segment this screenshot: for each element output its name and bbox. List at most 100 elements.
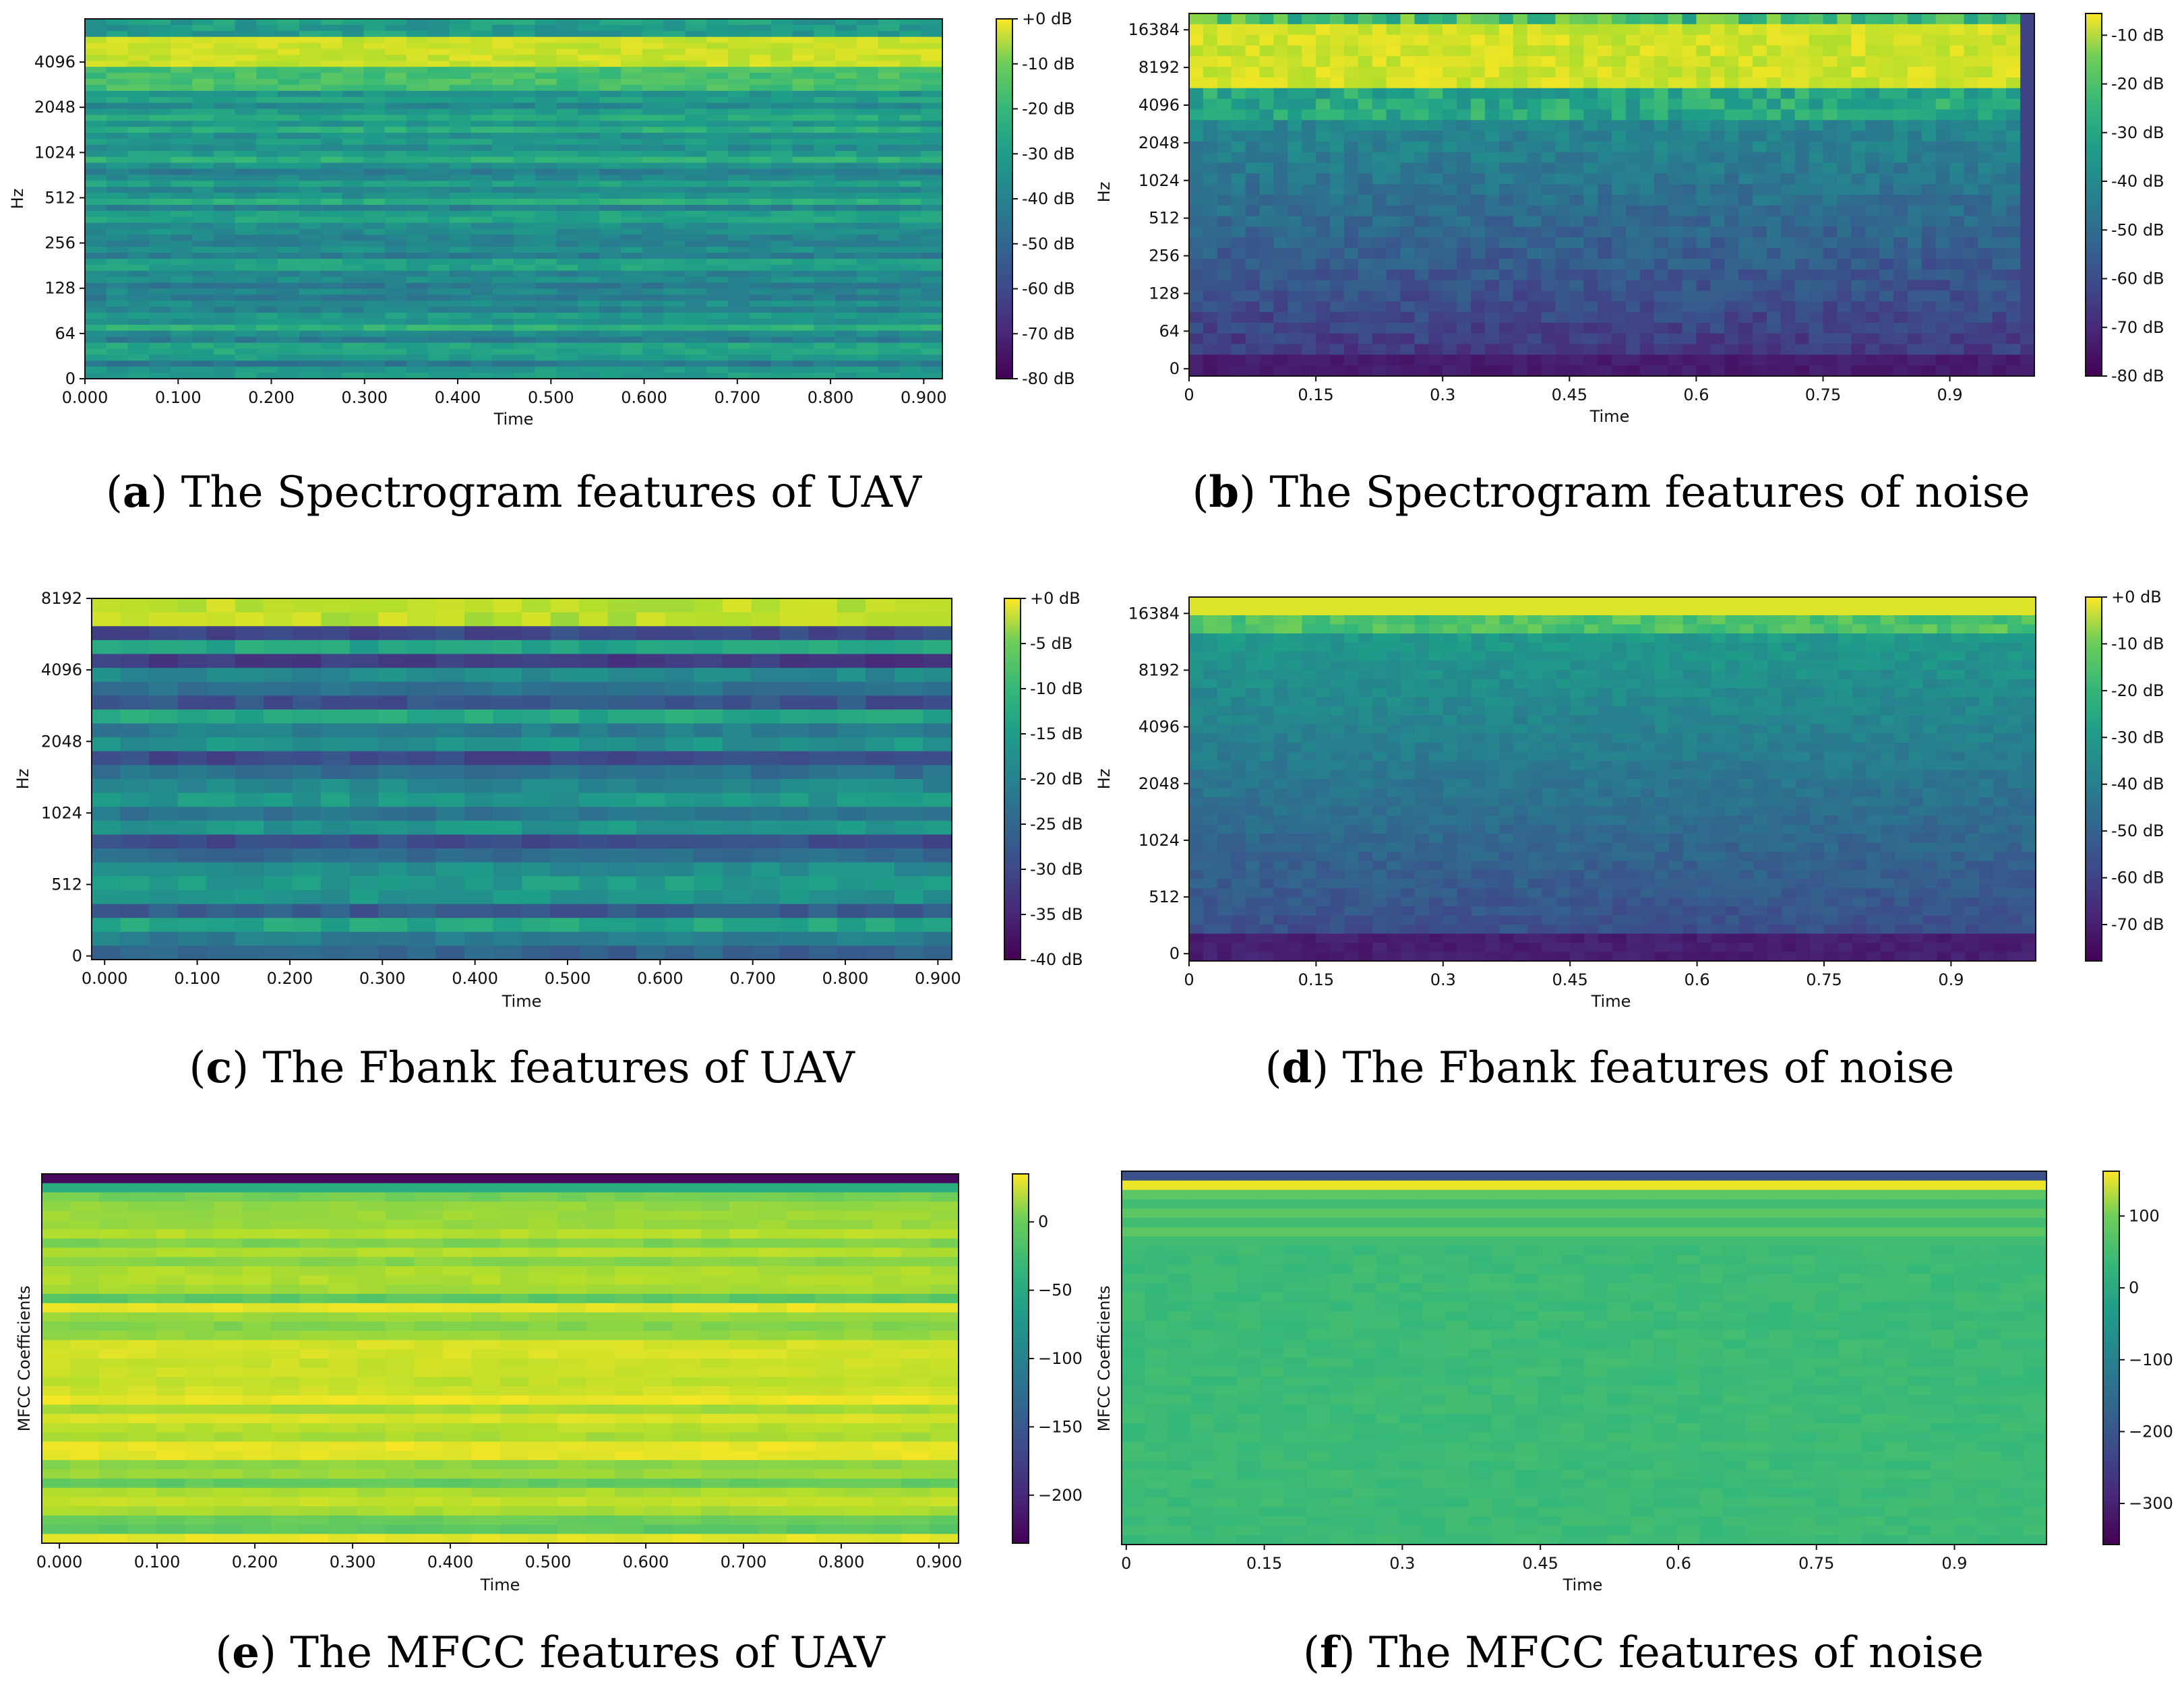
heat-cell	[770, 61, 793, 67]
heat-cell	[1372, 131, 1387, 142]
heat-cell	[1245, 280, 1261, 292]
heat-cell	[1400, 152, 1415, 164]
heat-cell	[1879, 354, 1894, 366]
heat-cell	[923, 626, 952, 641]
heat-cell	[1935, 195, 1951, 206]
heat-cell	[493, 765, 522, 780]
heat-cell	[427, 282, 450, 290]
heat-cell	[471, 150, 493, 158]
heat-cell	[149, 288, 171, 295]
heat-cell	[550, 695, 580, 710]
heat-cell	[471, 127, 493, 133]
heat-cell	[1978, 162, 1993, 174]
heat-cell	[1372, 290, 1387, 302]
heat-cell	[1879, 120, 1894, 131]
heat-cell	[235, 319, 257, 325]
heat-cell	[1400, 258, 1415, 270]
heat-cell	[1964, 290, 1978, 302]
heat-cell	[749, 181, 772, 187]
heat-cell	[1949, 290, 1965, 302]
heat-cell	[1823, 205, 1838, 217]
heat-cell	[385, 73, 407, 80]
heat-cell	[1809, 344, 1824, 355]
heat-cell	[1780, 280, 1796, 292]
heat-cell	[1851, 301, 1866, 313]
heat-cell	[1612, 237, 1627, 249]
heat-cell	[923, 695, 952, 710]
heat-cell	[1964, 184, 1978, 195]
heat-cell	[1443, 98, 1457, 111]
heat-cell	[894, 681, 924, 696]
heat-cell	[1639, 56, 1655, 67]
heat-cell	[385, 102, 407, 110]
heat-cell	[1414, 162, 1429, 174]
heat-cell	[213, 90, 236, 98]
heat-cell	[2006, 195, 2021, 206]
heat-cell	[213, 121, 236, 127]
heat-cell	[406, 241, 429, 247]
heat-cell	[770, 19, 793, 26]
heat-cell	[792, 319, 814, 325]
heat-cell	[435, 626, 465, 641]
heat-cell	[550, 654, 580, 668]
heat-cell	[835, 264, 857, 272]
heat-cell	[923, 709, 952, 724]
heat-cell	[770, 42, 793, 50]
heat-cell	[1414, 280, 1429, 292]
heat-cell	[835, 144, 857, 152]
heat-cell	[685, 354, 707, 361]
heat-cell	[835, 276, 857, 284]
heat-cell	[406, 193, 429, 199]
heat-cell	[235, 765, 264, 780]
heat-cell	[1358, 109, 1373, 121]
heat-cell	[449, 301, 471, 307]
heat-cell	[342, 228, 364, 235]
heat-cell	[320, 373, 343, 379]
heat-cell	[514, 67, 536, 73]
colorbar-tick-label: -70 dB	[2111, 318, 2164, 337]
heat-cell	[599, 264, 621, 272]
heat-cell	[636, 723, 666, 738]
heat-cell	[1865, 290, 1880, 302]
heat-cell	[1471, 333, 1486, 345]
heat-cell	[1471, 141, 1486, 153]
heat-cell	[1343, 226, 1359, 238]
heat-cell	[837, 737, 866, 752]
heat-cell	[894, 765, 924, 780]
heat-cell	[1696, 98, 1711, 111]
heat-cell	[607, 626, 637, 641]
heat-cell	[1343, 333, 1359, 345]
heat-cell	[1696, 280, 1711, 292]
heat-cell	[1513, 88, 1528, 100]
heat-cell	[127, 121, 150, 127]
heat-cell	[1823, 109, 1838, 121]
heat-cell	[1287, 141, 1302, 153]
heat-cell	[127, 222, 150, 230]
heat-cell	[1598, 322, 1612, 334]
heat-cell	[694, 723, 723, 738]
heat-cell	[213, 127, 236, 133]
heat-cell	[2006, 13, 2021, 25]
heat-cell	[621, 210, 643, 218]
heat-cell	[636, 668, 666, 683]
heat-cell	[621, 49, 643, 55]
heat-cell	[1330, 301, 1345, 313]
heat-cell	[663, 133, 686, 139]
heat-cell	[535, 115, 557, 121]
heat-cell	[1738, 333, 1753, 345]
heat-cell	[835, 49, 857, 55]
heat-cell	[449, 79, 471, 86]
heat-cell	[706, 175, 729, 181]
heat-cell	[621, 42, 643, 50]
heat-cell	[1921, 237, 1937, 249]
heat-cell	[1753, 88, 1767, 100]
heat-cell	[1386, 269, 1401, 281]
heat-cell	[1753, 301, 1767, 313]
heat-cell	[363, 175, 386, 181]
heat-cell	[1865, 141, 1880, 153]
heat-cell	[621, 193, 643, 199]
heat-cell	[856, 49, 879, 55]
heat-cell	[1668, 56, 1683, 67]
heat-cell	[192, 342, 214, 350]
heat-cell	[256, 175, 278, 181]
